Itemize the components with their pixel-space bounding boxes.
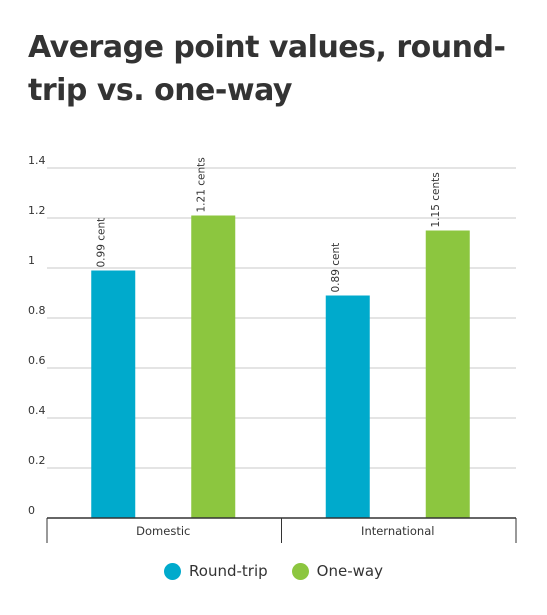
y-tick-label: 1.2 [28,204,46,217]
legend-item-one-way[interactable]: One-way [291,562,383,580]
data-label: 1.21 cents [195,157,207,212]
x-category-label: International [361,524,434,538]
bar-round-trip-international[interactable] [325,295,370,519]
legend: Round-trip One-way [0,562,547,580]
data-label: 1.15 cents [430,172,442,227]
bar-one-way-international[interactable] [425,230,470,519]
legend-item-round-trip[interactable]: Round-trip [164,562,268,580]
bar-one-way-domestic[interactable] [191,215,236,519]
x-category-label: Domestic [136,524,190,538]
legend-label-one-way: One-way [316,562,383,580]
data-label: 0.99 cent [95,218,107,268]
data-label: 0.89 cent [330,243,342,293]
legend-swatch-one-way [291,562,309,580]
y-tick-label: 0.8 [28,304,46,317]
bar-round-trip-domestic[interactable] [91,270,136,519]
y-axis-ticks: 0 0.2 0.4 0.6 0.8 1 1.2 1.4 [28,154,46,517]
bars [91,215,470,519]
chart-title: Average point values, round-trip vs. one… [28,30,506,108]
y-tick-label: 1.4 [28,154,46,167]
y-tick-label: 0.2 [28,454,46,467]
y-tick-label: 1 [28,254,35,267]
legend-swatch-round-trip [164,562,182,580]
y-tick-label: 0 [28,504,35,517]
y-tick-label: 0.6 [28,354,46,367]
x-axis: Domestic International [46,517,517,543]
data-labels: 0.99 cent 1.21 cents 0.89 cent 1.15 cents [95,157,442,292]
y-tick-label: 0.4 [28,404,46,417]
legend-label-round-trip: Round-trip [189,562,268,580]
